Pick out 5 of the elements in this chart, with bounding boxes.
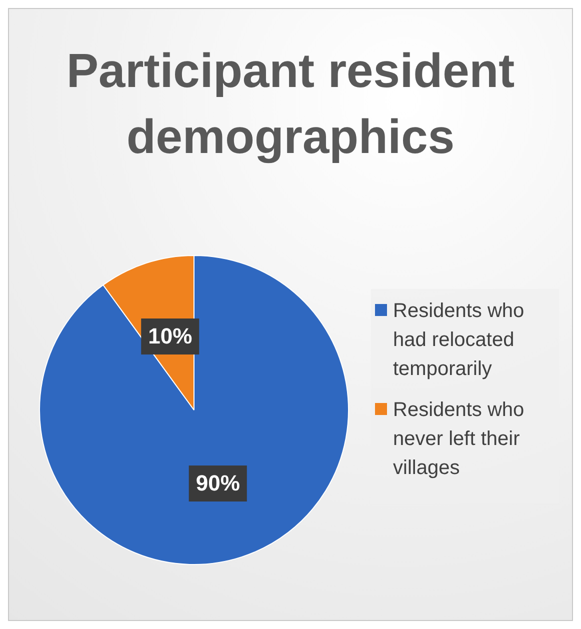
legend-label: Residents who never left their villages (393, 398, 526, 481)
data-label: 10% (148, 324, 192, 349)
chart-title: Participant resident demographics (65, 44, 516, 166)
data-label: 90% (196, 470, 240, 496)
slice-label: Residents who had relocated temporarily (393, 299, 526, 382)
